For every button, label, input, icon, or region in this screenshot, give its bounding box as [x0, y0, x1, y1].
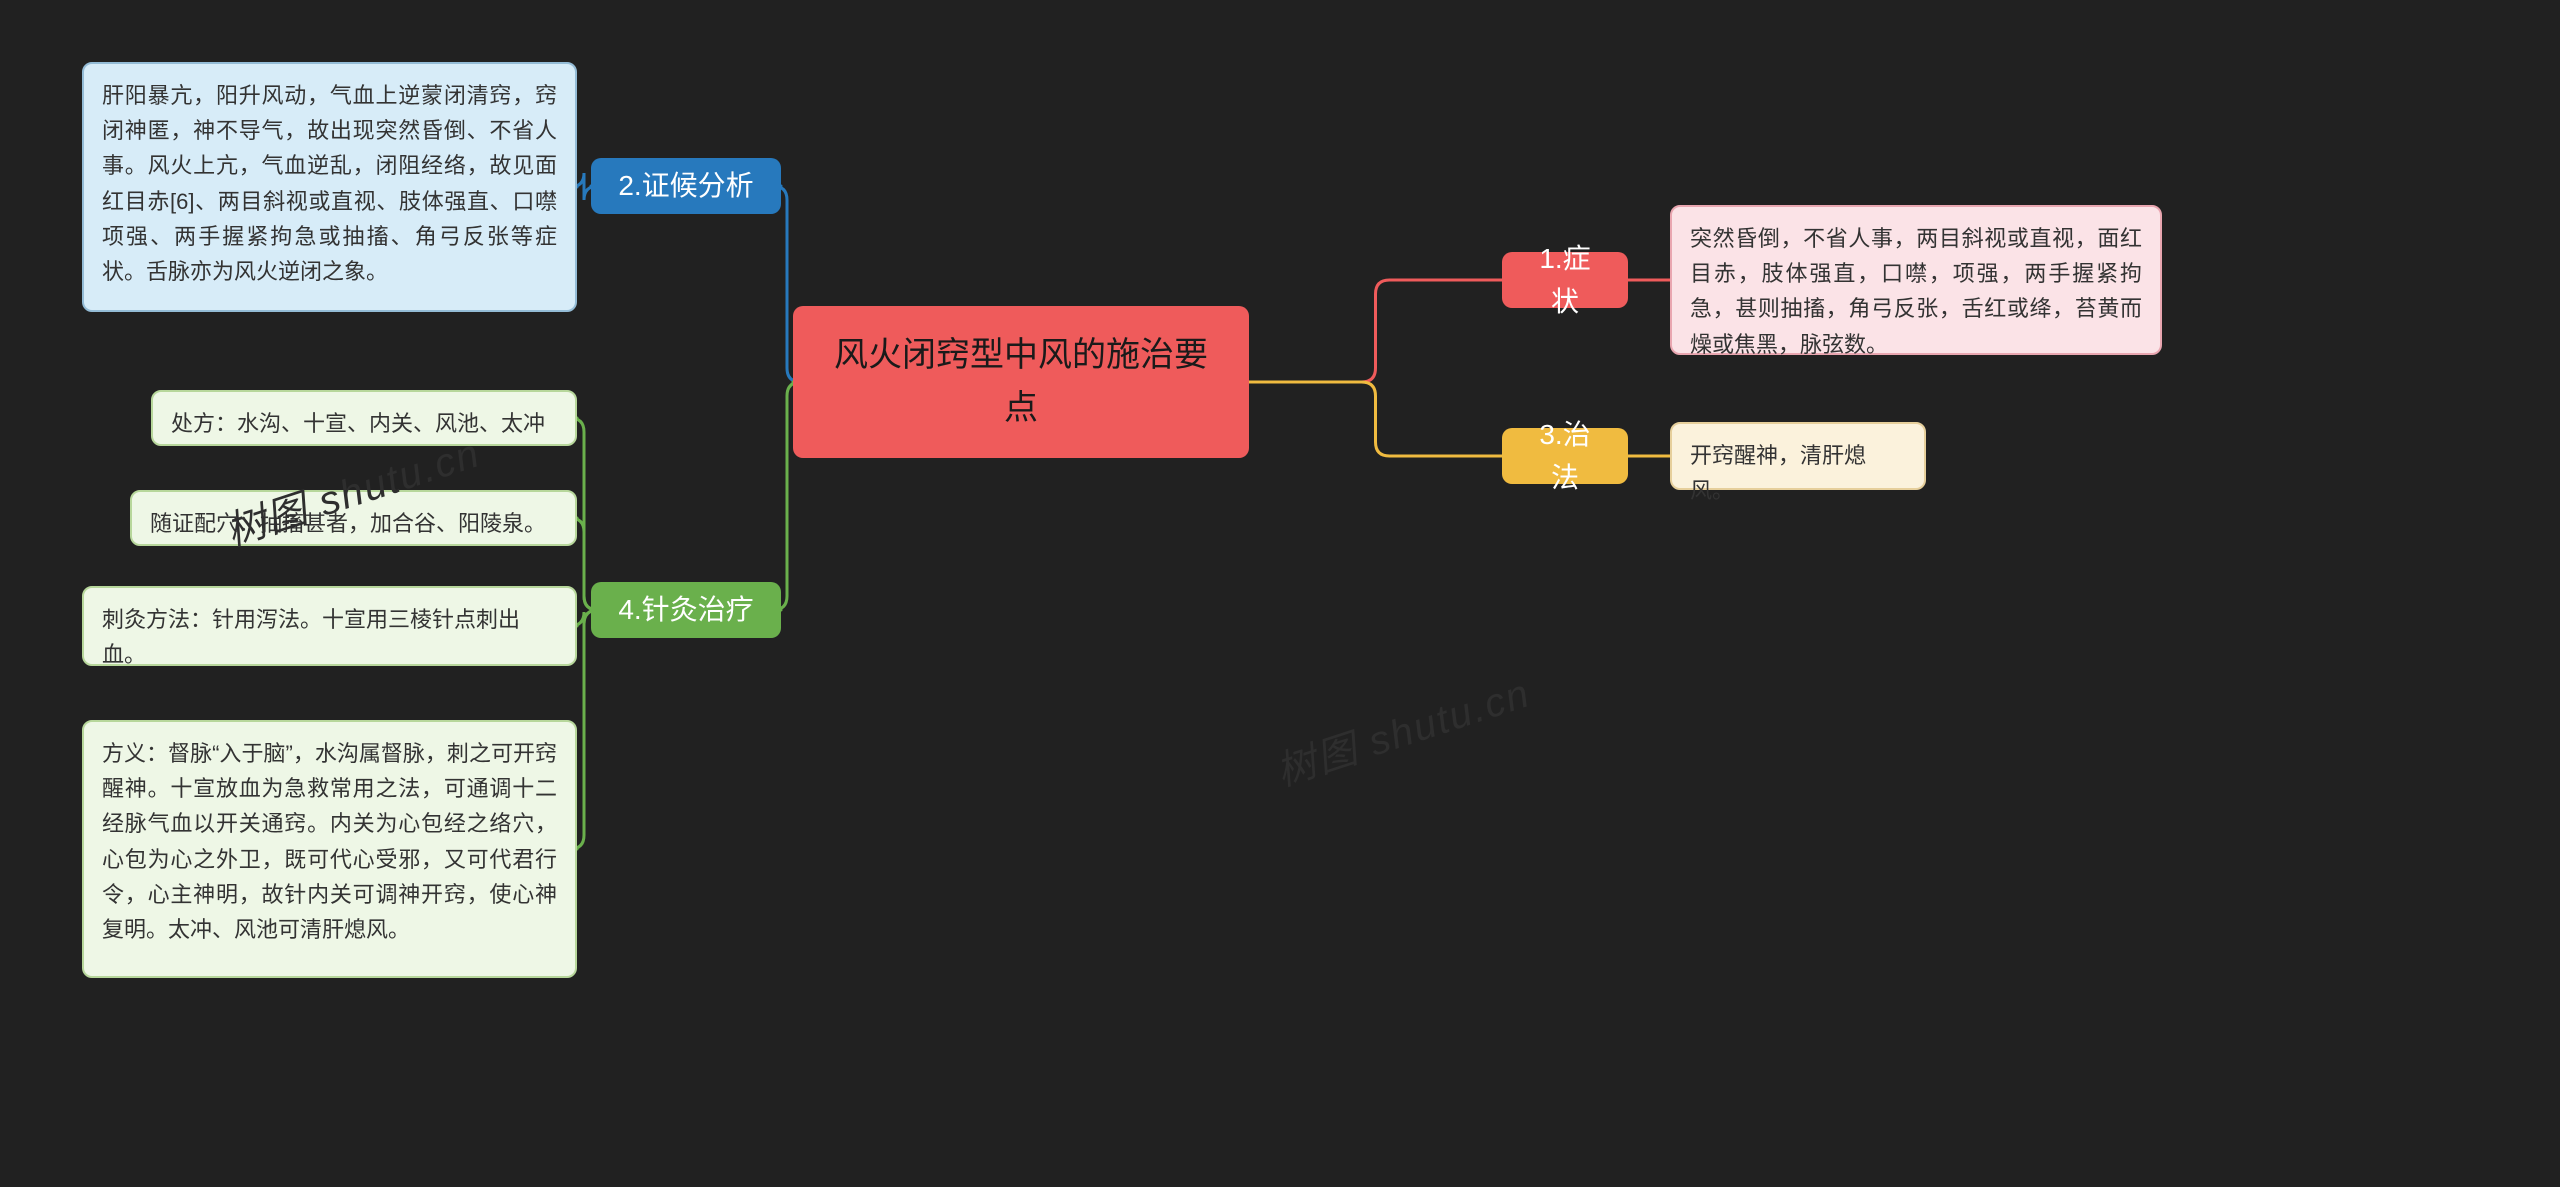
watermark: 树图 shutu.cn	[1268, 661, 1537, 798]
branch-b4: 4.针灸治疗	[591, 582, 781, 638]
leaf-b4-6: 方义：督脉“入于脑”，水沟属督脉，刺之可开窍醒神。十宣放血为急救常用之法，可通调…	[82, 720, 577, 978]
branch-b3: 3.治法	[1502, 428, 1628, 484]
leaf-b3-1: 开窍醒神，清肝熄风。	[1670, 422, 1926, 490]
branch-b2: 2.证候分析	[591, 158, 781, 214]
leaf-b4-5: 刺灸方法：针用泻法。十宣用三棱针点刺出血。	[82, 586, 577, 666]
branch-b1: 1.症状	[1502, 252, 1628, 308]
leaf-b2-2: 肝阳暴亢，阳升风动，气血上逆蒙闭清窍，窍闭神匿，神不导气，故出现突然昏倒、不省人…	[82, 62, 577, 312]
leaf-b4-4: 随证配穴：抽搐甚者，加合谷、阳陵泉。	[130, 490, 577, 546]
leaf-b4-3: 处方：水沟、十宣、内关、风池、太冲	[151, 390, 577, 446]
mindmap-root: 风火闭窍型中风的施治要 点	[793, 306, 1249, 458]
leaf-b1-0: 突然昏倒，不省人事，两目斜视或直视，面红目赤，肢体强直，口噤，项强，两手握紧拘急…	[1670, 205, 2162, 355]
